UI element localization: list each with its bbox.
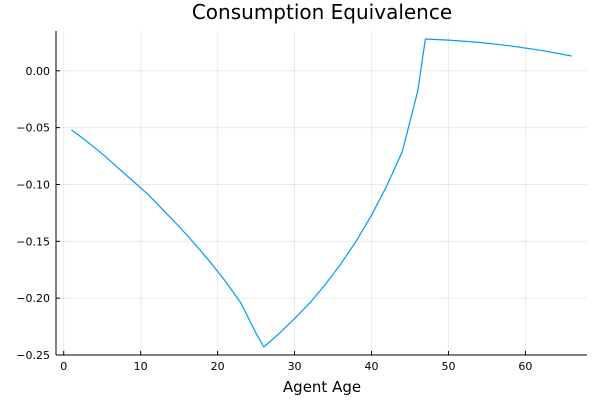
tick-labels: 0 10 20 30 40 50 60 0.00 −0.05 −0.10 −0.15 −0.20 −0.… <box>16 65 532 373</box>
chart-title: Consumption Equivalence <box>192 0 452 24</box>
axes-layer <box>55 31 587 356</box>
x-axis-label: Agent Age <box>283 378 361 396</box>
x-tick-label: 40 <box>365 360 379 373</box>
x-tick-label: 60 <box>518 360 532 373</box>
x-tick-label: 0 <box>60 360 67 373</box>
series-line <box>71 38 572 348</box>
grid-layer <box>56 31 587 356</box>
x-tick-label: 50 <box>441 360 455 373</box>
y-tick-label: −0.10 <box>16 178 50 191</box>
y-tick-label: −0.15 <box>16 235 50 248</box>
y-tick-label: −0.20 <box>16 292 50 305</box>
x-tick-label: 10 <box>134 360 148 373</box>
y-tick-label: −0.25 <box>16 349 50 362</box>
y-tick-label: −0.05 <box>16 122 50 135</box>
x-tick-label: 20 <box>211 360 225 373</box>
series-layer <box>71 38 572 348</box>
x-tick-label: 30 <box>288 360 302 373</box>
y-tick-label: 0.00 <box>26 65 51 78</box>
